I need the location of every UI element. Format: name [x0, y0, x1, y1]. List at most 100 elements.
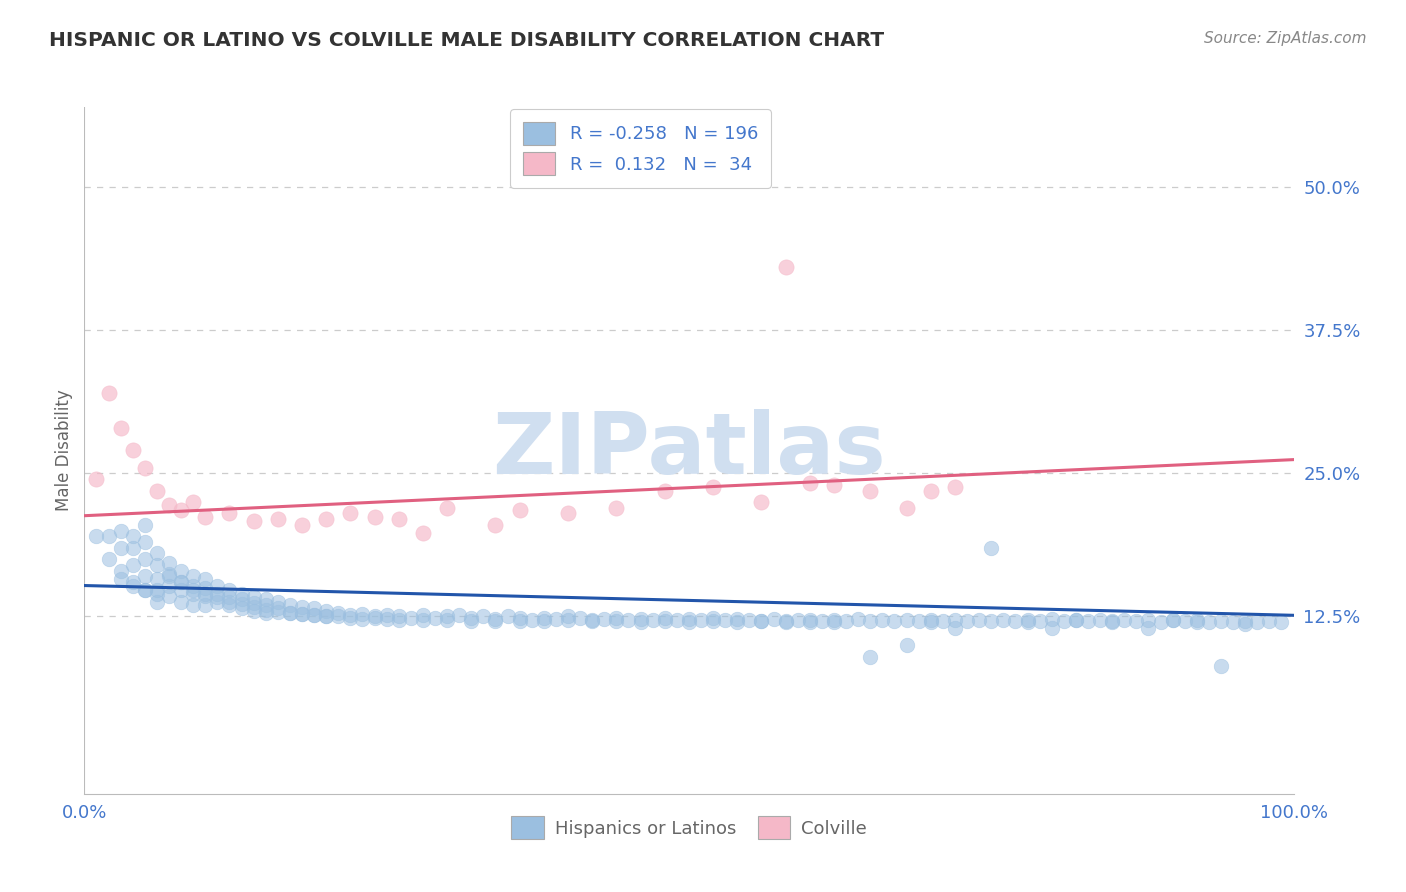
Point	[1028, 614, 1050, 628]
Point	[449, 608, 471, 623]
Point	[181, 578, 204, 592]
Legend: Hispanics or Latinos, Colville: Hispanics or Latinos, Colville	[503, 809, 875, 847]
Point	[1270, 615, 1292, 630]
Point	[654, 610, 676, 624]
Point	[110, 420, 132, 434]
Point	[1161, 613, 1184, 627]
Point	[363, 610, 385, 624]
Point	[242, 600, 264, 615]
Point	[352, 607, 374, 622]
Point	[231, 601, 253, 615]
Point	[207, 590, 229, 604]
Point	[254, 598, 277, 612]
Point	[207, 578, 229, 592]
Point	[738, 613, 761, 627]
Point	[328, 606, 350, 620]
Point	[315, 609, 337, 624]
Point	[291, 607, 314, 622]
Point	[617, 613, 640, 627]
Point	[460, 610, 482, 624]
Point	[146, 586, 169, 600]
Point	[194, 589, 217, 603]
Point	[146, 558, 169, 572]
Point	[339, 608, 361, 623]
Point	[423, 610, 446, 624]
Point	[1101, 614, 1123, 628]
Point	[278, 606, 301, 620]
Point	[218, 594, 240, 608]
Point	[218, 583, 240, 598]
Point	[121, 541, 143, 555]
Point	[630, 612, 652, 626]
Point	[943, 613, 966, 627]
Point	[388, 613, 411, 627]
Point	[484, 614, 506, 628]
Point	[157, 499, 180, 513]
Point	[302, 601, 325, 615]
Point	[932, 614, 955, 628]
Point	[654, 483, 676, 498]
Point	[194, 572, 217, 586]
Point	[725, 612, 748, 626]
Point	[920, 483, 942, 498]
Point	[1246, 615, 1268, 630]
Point	[388, 609, 411, 624]
Point	[146, 583, 169, 598]
Point	[121, 443, 143, 458]
Point	[1053, 614, 1076, 628]
Point	[1137, 613, 1160, 627]
Point	[859, 614, 882, 628]
Point	[302, 608, 325, 623]
Point	[157, 567, 180, 582]
Point	[872, 613, 894, 627]
Point	[291, 600, 314, 615]
Point	[943, 480, 966, 494]
Point	[194, 598, 217, 612]
Point	[544, 612, 567, 626]
Point	[86, 529, 108, 543]
Point	[1004, 614, 1026, 628]
Point	[110, 524, 132, 538]
Point	[509, 614, 531, 628]
Point	[762, 612, 785, 626]
Point	[339, 507, 361, 521]
Point	[1125, 614, 1147, 628]
Point	[1040, 621, 1063, 635]
Point	[134, 583, 156, 598]
Point	[702, 610, 724, 624]
Point	[846, 612, 869, 626]
Point	[943, 621, 966, 635]
Point	[399, 610, 422, 624]
Point	[702, 480, 724, 494]
Point	[436, 500, 458, 515]
Point	[472, 609, 495, 624]
Point	[121, 558, 143, 572]
Point	[254, 592, 277, 607]
Point	[121, 575, 143, 590]
Point	[363, 609, 385, 624]
Point	[181, 569, 204, 583]
Point	[823, 615, 845, 630]
Point	[267, 512, 290, 526]
Point	[799, 615, 821, 630]
Point	[557, 507, 579, 521]
Point	[146, 572, 169, 586]
Point	[170, 594, 193, 608]
Point	[388, 512, 411, 526]
Point	[146, 483, 169, 498]
Point	[267, 594, 290, 608]
Point	[1209, 658, 1232, 673]
Point	[121, 529, 143, 543]
Point	[436, 613, 458, 627]
Point	[157, 556, 180, 570]
Point	[896, 638, 918, 652]
Point	[920, 615, 942, 630]
Point	[194, 586, 217, 600]
Point	[278, 598, 301, 612]
Point	[678, 612, 700, 626]
Point	[896, 613, 918, 627]
Point	[1174, 614, 1197, 628]
Point	[436, 609, 458, 624]
Point	[242, 604, 264, 618]
Point	[1064, 613, 1087, 627]
